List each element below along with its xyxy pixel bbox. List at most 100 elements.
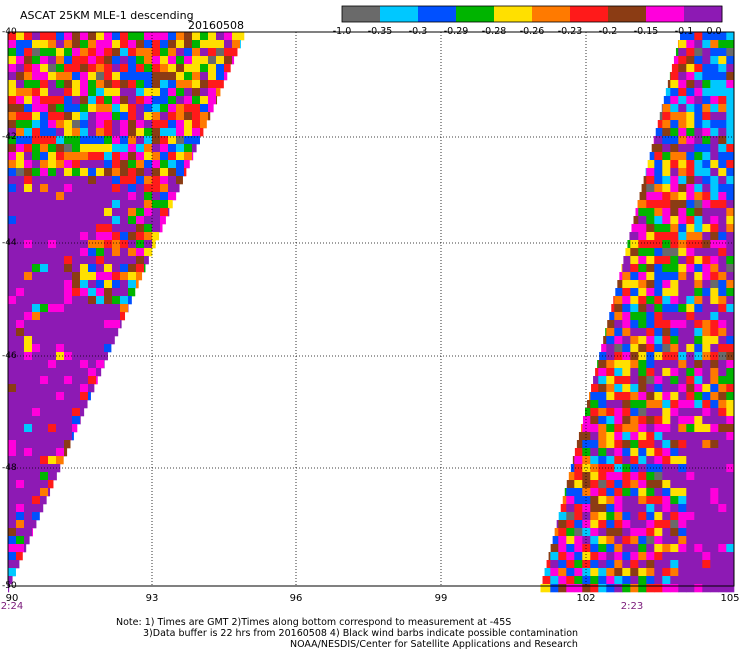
swath-cell	[654, 416, 663, 425]
swath-cell	[48, 192, 57, 201]
swath-cell	[670, 288, 679, 297]
swath-cell	[590, 416, 599, 425]
swath-cell	[622, 544, 631, 553]
swath-cell	[662, 392, 671, 401]
swath-cell	[184, 152, 193, 161]
swath-cell	[558, 528, 567, 537]
swath-cell	[582, 552, 591, 561]
swath-cell	[718, 288, 727, 297]
swath-cell	[32, 256, 41, 265]
swath-cell	[670, 112, 679, 121]
colorbar-border	[341, 5, 723, 23]
swath-cell	[606, 576, 615, 585]
swath-cell	[64, 200, 73, 209]
swath-cell	[646, 512, 655, 521]
swath-cell	[184, 168, 187, 177]
swath-cell	[112, 64, 121, 73]
swath-cell	[646, 184, 655, 193]
swath-cell	[662, 368, 671, 377]
swath-cell	[8, 440, 17, 449]
swath-cell	[160, 40, 169, 49]
swath-cell	[654, 392, 663, 401]
swath-cell	[64, 360, 73, 369]
swath-cell	[662, 280, 671, 289]
swath-cell	[678, 520, 687, 529]
swath-cell	[88, 40, 97, 49]
swath-cell	[662, 288, 671, 297]
swath-cell	[726, 344, 735, 353]
swath-cell	[638, 256, 647, 265]
latitude-label: -40	[2, 27, 17, 37]
swath-cell	[24, 432, 33, 441]
swath-cell	[718, 112, 727, 121]
swath-cell	[641, 184, 647, 193]
swath-cell	[702, 456, 711, 465]
swath-cell	[630, 488, 639, 497]
swath-cell	[40, 456, 49, 465]
swath-cell	[710, 304, 719, 313]
swath-cell	[646, 296, 655, 305]
swath-cell	[694, 208, 703, 217]
swath-cell	[622, 272, 631, 281]
swath-cell	[8, 240, 17, 249]
longitude-label: 93	[145, 593, 159, 604]
swath-cell	[24, 224, 33, 233]
swath-cell	[80, 280, 89, 289]
swath-cell	[678, 328, 687, 337]
swath-cell	[128, 128, 137, 137]
swath-cell	[654, 536, 663, 545]
swath-cell	[88, 128, 97, 137]
swath-cell	[8, 192, 17, 201]
swath-cell	[598, 360, 607, 369]
swath-cell	[678, 440, 687, 449]
swath-cell	[24, 344, 33, 353]
swath-cell	[24, 128, 33, 137]
swath-cell	[726, 232, 735, 241]
swath-cell	[184, 144, 193, 153]
swath-cell	[48, 248, 57, 257]
swath-cell	[670, 392, 679, 401]
swath-cell	[8, 288, 17, 297]
swath-cell	[8, 368, 17, 377]
swath-cell	[622, 528, 631, 537]
swath-cell	[80, 112, 89, 121]
swath-cell	[638, 264, 647, 273]
swath-cell	[686, 520, 695, 529]
swath-cell	[718, 552, 727, 561]
swath-cell	[678, 120, 687, 129]
swath-cell	[152, 64, 161, 73]
swath-cell	[702, 112, 711, 121]
swath-cell	[160, 200, 169, 209]
swath-cell	[606, 552, 615, 561]
swath-cell	[654, 176, 663, 185]
swath-cell	[622, 344, 631, 353]
swath-cell	[184, 40, 193, 49]
swath-cell	[671, 64, 679, 73]
swath-cell	[96, 360, 105, 369]
swath-cell	[32, 312, 41, 321]
swath-cell	[88, 56, 97, 65]
swath-cell	[595, 368, 599, 377]
swath-cell	[88, 112, 97, 121]
swath-cell	[120, 96, 129, 105]
swath-cell	[726, 328, 735, 337]
swath-cell	[8, 544, 17, 553]
swath-cell	[96, 64, 105, 73]
swath-cell	[718, 320, 727, 329]
swath-cell	[646, 320, 655, 329]
swath-cell	[686, 384, 695, 393]
swath-cell	[24, 112, 33, 121]
swath-cell	[48, 80, 57, 89]
swath-cell	[96, 128, 105, 137]
swath-cell	[40, 184, 49, 193]
swath-cell	[88, 232, 97, 241]
swath-cell	[686, 264, 695, 273]
swath-cell	[16, 176, 25, 185]
swath-cell	[702, 336, 711, 345]
swath-cell	[32, 352, 41, 361]
swath-cell	[96, 200, 105, 209]
swath-cell	[590, 432, 599, 441]
swath-cell	[136, 176, 145, 185]
swath-cell	[654, 568, 663, 577]
swath-cell	[168, 184, 177, 193]
